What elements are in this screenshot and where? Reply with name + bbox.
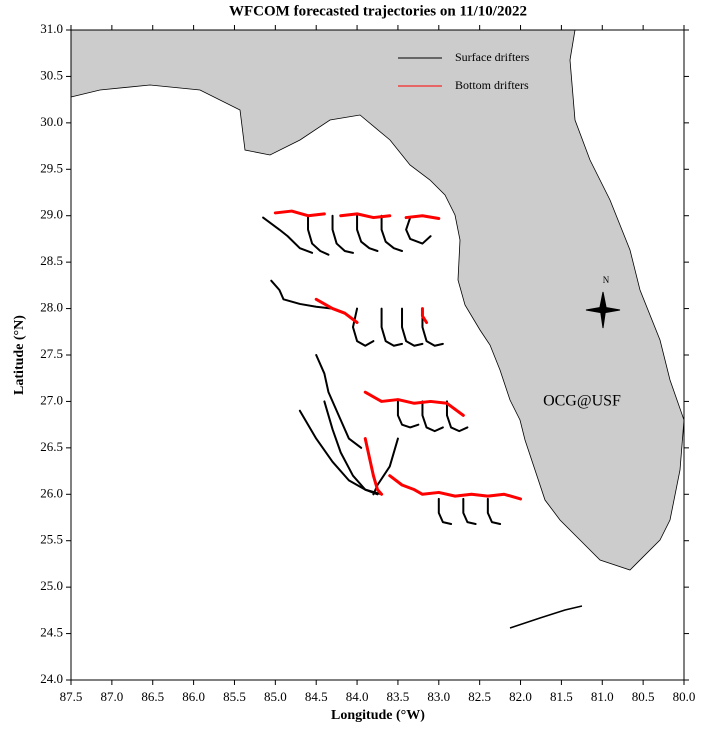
trajectory	[380, 214, 404, 252]
y-tick-label: 29.0	[40, 207, 63, 222]
x-tick-label: 80.5	[632, 689, 655, 704]
annotation: OCG@USF	[543, 393, 621, 410]
trajectory	[262, 216, 314, 254]
x-tick-label: 86.5	[141, 689, 164, 704]
trajectory	[270, 279, 334, 310]
trajectory	[462, 497, 477, 525]
x-tick-label: 82.5	[468, 689, 491, 704]
trajectory	[421, 307, 444, 347]
land	[70, 29, 685, 571]
trajectory	[420, 307, 429, 324]
y-tick-label: 28.0	[40, 300, 63, 315]
trajectory	[388, 474, 523, 501]
x-tick-label: 83.0	[427, 689, 450, 704]
trajectory	[339, 212, 392, 220]
trajectory	[315, 354, 363, 449]
trajectory	[314, 297, 359, 324]
compass	[585, 291, 621, 329]
x-tick-label: 86.0	[182, 689, 205, 704]
x-tick-label: 84.5	[305, 689, 328, 704]
trajectory	[273, 209, 326, 218]
y-tick-label: 25.5	[40, 532, 63, 547]
x-tick-label: 83.5	[387, 689, 410, 704]
x-tick-label: 87.5	[60, 689, 83, 704]
y-tick-label: 30.5	[40, 67, 63, 82]
compass-label: N	[603, 275, 610, 285]
y-tick-label: 28.5	[40, 253, 63, 268]
trajectory	[405, 216, 432, 245]
y-tick-label: 27.0	[40, 392, 63, 407]
trajectory	[445, 400, 469, 433]
y-tick-label: 26.5	[40, 439, 63, 454]
x-tick-label: 85.0	[264, 689, 287, 704]
x-tick-label: 87.0	[100, 689, 123, 704]
y-tick-label: 24.5	[40, 625, 63, 640]
trajectory	[437, 497, 453, 525]
trajectory	[404, 214, 441, 220]
x-tick-label: 82.0	[509, 689, 532, 704]
trajectory	[372, 437, 399, 496]
trajectory	[380, 307, 404, 347]
y-tick-label: 25.0	[40, 578, 63, 593]
trajectory	[331, 214, 354, 254]
y-tick-label: 29.5	[40, 160, 63, 175]
legend-label: Surface drifters	[455, 50, 530, 64]
y-tick-label: 24.0	[40, 671, 63, 686]
chart-title: WFCOM forecasted trajectories on 11/10/2…	[229, 3, 527, 19]
x-tick-label: 81.5	[550, 689, 573, 704]
x-tick-label: 80.0	[673, 689, 696, 704]
trajectory	[356, 214, 379, 252]
trajectory	[396, 400, 420, 429]
y-axis-label: Latitude (°N)	[12, 315, 27, 395]
y-tick-label: 30.0	[40, 114, 63, 129]
trajectory	[486, 497, 502, 525]
trajectory	[363, 390, 465, 417]
x-tick-label: 85.5	[223, 689, 246, 704]
x-tick-label: 81.0	[591, 689, 614, 704]
trajectory	[401, 307, 424, 347]
keys	[509, 605, 583, 629]
y-tick-label: 31.0	[40, 21, 63, 36]
y-tick-label: 27.5	[40, 346, 63, 361]
trajectory	[307, 214, 330, 256]
x-axis-label: Longitude (°W)	[331, 708, 425, 723]
x-tick-label: 84.0	[346, 689, 369, 704]
legend-label: Bottom drifters	[455, 78, 529, 92]
y-tick-label: 26.0	[40, 485, 63, 500]
trajectory	[323, 400, 379, 496]
trajectory	[363, 437, 384, 496]
trajectory	[421, 400, 444, 433]
